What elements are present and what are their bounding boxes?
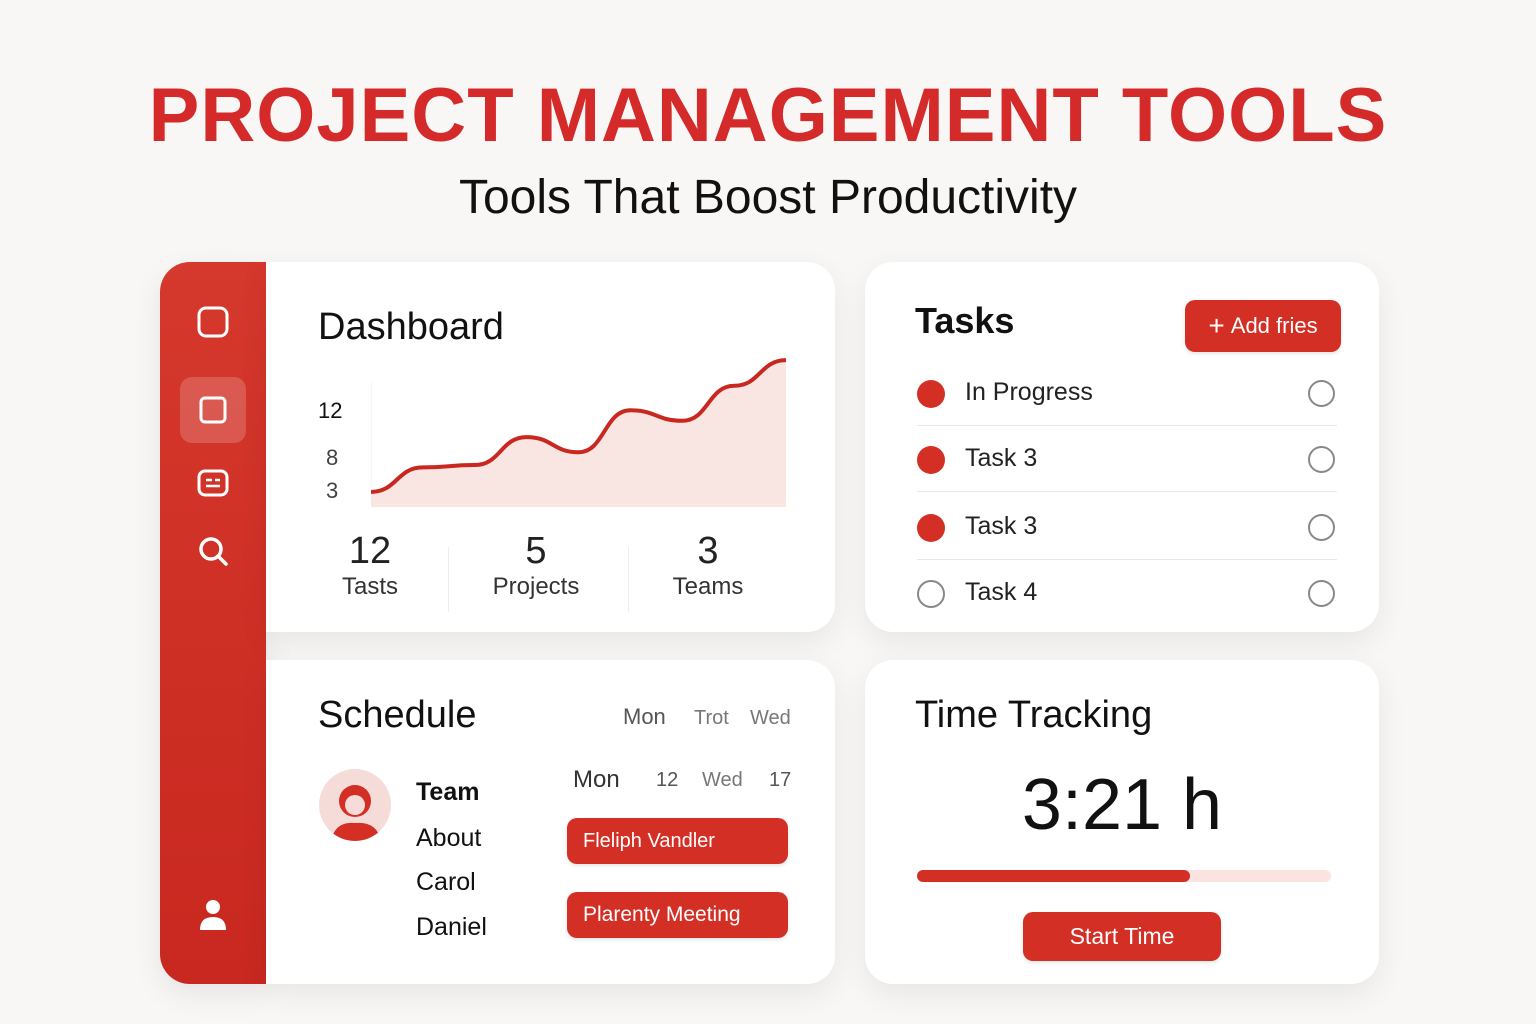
sidebar	[160, 262, 266, 984]
task-row[interactable]: Task 3	[917, 426, 1337, 492]
person-name[interactable]: Daniel	[416, 913, 487, 941]
square-icon[interactable]	[180, 377, 246, 443]
task-checkbox[interactable]	[1308, 446, 1335, 473]
search-icon[interactable]	[180, 518, 246, 584]
date-label: 12	[656, 769, 679, 791]
square-icon[interactable]	[180, 289, 246, 355]
y-tick-label: 3	[326, 478, 339, 503]
divider	[628, 547, 629, 612]
dashboard-title: Dashboard	[318, 306, 504, 348]
progress-bar	[917, 870, 1331, 882]
stat-teams: 3 Teams	[672, 530, 744, 600]
page-title: PROJECT MANAGEMENT TOOLS	[148, 73, 1388, 158]
day-label: Trot	[694, 707, 729, 729]
task-checkbox[interactable]	[1308, 580, 1335, 607]
schedule-card: Schedule Mon Trot Wed Mon 12 Wed 17 Team…	[266, 660, 835, 984]
person-name[interactable]: Carol	[416, 868, 476, 896]
day-label: Wed	[750, 707, 791, 729]
progress-fill	[917, 870, 1191, 882]
task-row[interactable]: Task 3	[917, 494, 1337, 560]
stat-tasks: 12 Tasts	[341, 530, 398, 600]
series-line	[371, 358, 786, 494]
dashboard-card: Dashboard 12 8 3 12 Tasts 5 Projects 3 Team…	[266, 262, 835, 632]
tasks-title: Tasks	[915, 300, 1015, 341]
time-value: 3:21 h	[1021, 765, 1223, 845]
person-name[interactable]: About	[416, 824, 482, 852]
time-tracking-card: Time Tracking 3:21 h Start Time	[865, 660, 1379, 984]
start-time-button[interactable]: Start Time	[1023, 912, 1221, 961]
task-checkbox[interactable]	[1308, 514, 1335, 541]
chart-area	[371, 360, 786, 507]
card-icon[interactable]	[180, 450, 246, 516]
plus-icon: +	[1208, 310, 1225, 341]
avatar	[319, 769, 391, 841]
day-label: Mon	[573, 766, 620, 793]
event-block[interactable]: Plarenty Meeting	[567, 892, 788, 938]
page-subtitle: Tools That Boost Productivity	[458, 171, 1078, 224]
add-task-button[interactable]: + Add fries	[1185, 300, 1341, 352]
schedule-title: Schedule	[318, 694, 477, 736]
task-checkbox[interactable]	[1308, 380, 1335, 407]
time-tracking-title: Time Tracking	[915, 694, 1153, 736]
y-tick-label: 12	[318, 398, 343, 423]
y-tick-label: 8	[326, 445, 339, 470]
day-label: Mon	[623, 704, 666, 729]
day-label: Wed	[702, 769, 743, 791]
task-row[interactable]: Task 4	[917, 560, 1337, 626]
date-label: 17	[769, 769, 792, 791]
tasks-card: Tasks + Add fries In Progress Task 3 Task…	[865, 262, 1379, 632]
team-heading: Team	[416, 778, 480, 806]
divider	[448, 547, 449, 612]
task-row[interactable]: In Progress	[917, 360, 1337, 426]
user-icon[interactable]	[180, 882, 246, 948]
stat-projects: 5 Projects	[492, 530, 580, 600]
area-chart	[371, 358, 786, 507]
event-block[interactable]: Fleliph Vandler	[567, 818, 788, 864]
